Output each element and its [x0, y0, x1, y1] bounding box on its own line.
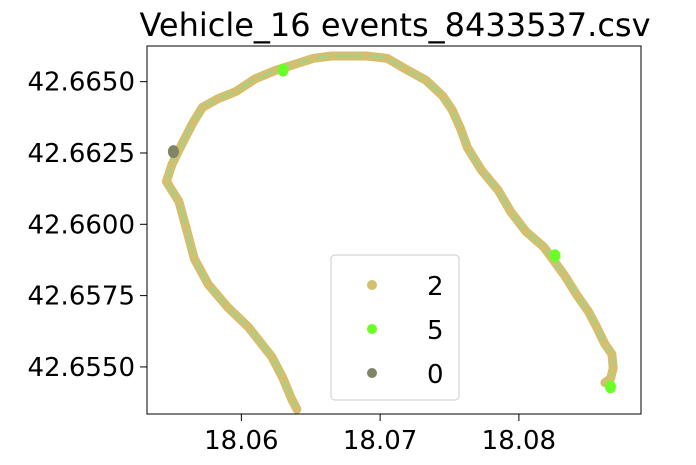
data-point-series-2: [593, 323, 601, 331]
data-point-series-2: [251, 75, 259, 83]
data-point-series-2: [607, 375, 614, 383]
data-point-series-2: [204, 280, 212, 288]
x-tick-label: 18.06: [204, 426, 278, 456]
data-point-series-2: [362, 52, 370, 60]
data-point-series-2: [507, 208, 515, 215]
data-point-series-2: [279, 374, 287, 382]
chart-title: Vehicle_16 events_8433537.csv: [139, 6, 650, 44]
data-point-series-2: [608, 350, 616, 358]
data-point-series-5: [277, 63, 289, 77]
data-point-series-2: [310, 54, 317, 62]
data-point-series-2: [561, 272, 569, 280]
data-point-series-2: [214, 95, 222, 103]
data-point-series-2: [573, 292, 581, 300]
data-point-series-2: [422, 76, 430, 84]
data-point-series-2: [224, 303, 231, 311]
y-tick-label: 42.6600: [27, 210, 135, 240]
legend-marker-5: [367, 324, 377, 334]
data-point-series-2: [268, 353, 276, 361]
data-point-series-2: [609, 364, 617, 372]
plot-area-frame: [146, 45, 642, 415]
x-tick-label: 18.07: [343, 426, 417, 456]
data-point-series-2: [584, 307, 592, 315]
legend-marker-2: [367, 280, 377, 290]
data-point-series-0: [167, 145, 179, 159]
legend-label-2: 2: [427, 272, 444, 302]
data-point-series-2: [293, 405, 301, 413]
data-point-series-2: [189, 119, 197, 127]
data-point-series-2: [464, 144, 471, 152]
trace-layer: [161, 51, 618, 414]
data-point-series-2: [328, 52, 336, 60]
legend-label-0: 0: [427, 360, 444, 390]
data-point-series-2: [383, 54, 391, 62]
data-point-series-2: [182, 223, 190, 231]
y-tick-label: 42.6550: [27, 353, 135, 383]
data-point-series-2: [401, 65, 409, 73]
data-point-series-2: [522, 227, 530, 235]
y-axis: 42.6550 42.6575 42.6600 42.6625 42.6650: [27, 68, 147, 383]
data-point-series-2: [540, 243, 548, 251]
data-point-series-2: [448, 106, 456, 114]
legend-box: [330, 254, 460, 401]
data-point-series-2: [457, 125, 465, 133]
legend: 2 5 0: [330, 254, 460, 401]
data-point-series-2: [190, 255, 198, 262]
data-point-series-2: [162, 178, 170, 185]
data-point-series-2: [287, 394, 295, 402]
data-point-series-2: [244, 323, 252, 331]
data-point-series-2: [290, 61, 298, 68]
y-tick-label: 42.6575: [27, 282, 135, 312]
y-tick-label: 42.6625: [27, 139, 135, 169]
data-point-series-2: [232, 88, 240, 96]
data-point-series-5: [549, 249, 561, 263]
points-layer: [162, 52, 617, 413]
data-point-series-2: [168, 160, 176, 168]
data-point-series-2: [199, 103, 206, 111]
data-point-series-2: [439, 92, 447, 100]
x-axis: 18.06 18.07 18.08: [204, 414, 556, 456]
data-point-series-2: [494, 186, 502, 194]
data-point-series-2: [477, 166, 485, 174]
legend-label-5: 5: [427, 316, 444, 346]
data-point-series-2: [175, 198, 183, 205]
x-tick-label: 18.08: [482, 426, 556, 456]
data-point-series-2: [601, 340, 609, 348]
y-tick-label: 42.6650: [27, 68, 135, 98]
data-point-series-5: [605, 380, 616, 394]
route-trace-core: [165, 54, 615, 411]
legend-marker-0: [367, 368, 377, 378]
